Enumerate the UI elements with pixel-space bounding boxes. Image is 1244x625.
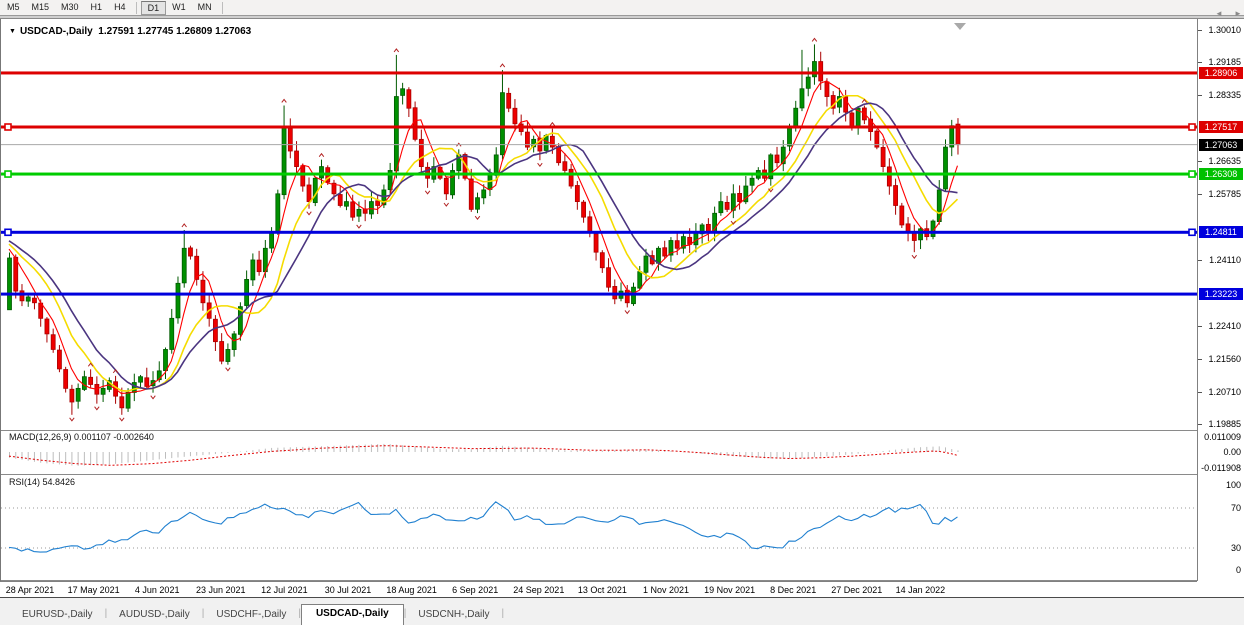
timeframe-toolbar: M5 M15 M30 H1 H4 D1 W1 MN — [0, 0, 1244, 15]
date-label: 1 Nov 2021 — [642, 585, 690, 595]
price-tick: 1.19885 — [1208, 419, 1241, 429]
date-label: 4 Jun 2021 — [134, 585, 180, 595]
chart-area[interactable] — [1, 19, 1197, 581]
date-label: 17 May 2021 — [67, 585, 120, 595]
date-label: 23 Jun 2021 — [196, 585, 246, 595]
date-label: 6 Sep 2021 — [452, 585, 499, 595]
price-badge-1.24811: 1.24811 — [1199, 226, 1243, 238]
tick-mark — [1198, 161, 1202, 162]
toolbar-divider — [221, 1, 223, 14]
tab-eurusd-daily[interactable]: EURUSD-,Daily — [22, 609, 93, 620]
date-label: 30 Jul 2021 — [324, 585, 372, 595]
hline-handle[interactable] — [1188, 170, 1196, 178]
tick-mark — [1198, 359, 1202, 360]
price-badge-1.26308: 1.26308 — [1199, 168, 1243, 180]
indicator-tick: 0.00 — [1223, 447, 1241, 457]
tab-usdcad-daily[interactable]: USDCAD-,Daily — [300, 604, 404, 625]
tab-divider: | — [104, 608, 108, 619]
price-tick: 1.30010 — [1208, 25, 1241, 35]
tick-mark — [1198, 62, 1202, 63]
date-label: 19 Nov 2021 — [704, 585, 756, 595]
moving-average-10 — [8, 94, 959, 392]
tick-mark — [1198, 424, 1202, 425]
price-badge-1.27517: 1.27517 — [1199, 121, 1243, 133]
tab-divider: | — [201, 608, 205, 619]
chart-tab-bar: EURUSD-,Daily | AUDUSD-,Daily | USDCHF-,Dail… — [0, 597, 1244, 625]
price-tick: 1.22410 — [1208, 321, 1241, 331]
tab-divider: | — [501, 608, 505, 619]
price-tick: 1.28335 — [1208, 90, 1241, 100]
date-label: 18 Aug 2021 — [386, 585, 437, 595]
tab-usdcnh-daily[interactable]: USDCNH-,Daily — [418, 609, 490, 620]
indicator-tick: -0.011908 — [1201, 463, 1241, 473]
hline-handle[interactable] — [1188, 228, 1196, 237]
hline-1.26308[interactable] — [1, 172, 1197, 176]
timeframe-button-m15[interactable]: M15 — [31, 2, 50, 12]
toolbar-divider — [135, 1, 137, 14]
moving-average-14 — [8, 102, 958, 390]
date-label: 14 Jan 2022 — [895, 585, 946, 595]
chart-title: ▼ USDCAD-,Daily 1.27591 1.27745 1.26809 1… — [9, 26, 251, 37]
tick-mark — [1198, 392, 1202, 393]
price-axis[interactable]: 1.30010 1.29185 1.28335 1.26635 1.25785 1.241… — [1197, 19, 1244, 581]
hline-handle[interactable] — [4, 228, 12, 237]
price-tick: 1.21560 — [1208, 354, 1241, 364]
date-label: 8 Dec 2021 — [770, 585, 817, 595]
price-badge-1.27063: 1.27063 — [1199, 139, 1243, 151]
timeframe-button-h4[interactable]: H4 — [114, 2, 126, 12]
price-tick: 1.29185 — [1208, 57, 1241, 67]
timeframe-button-d1[interactable]: D1 — [140, 0, 167, 15]
tick-mark — [1198, 260, 1202, 261]
tab-divider: | — [298, 608, 301, 619]
date-label: 27 Dec 2021 — [831, 585, 883, 595]
date-label: 12 Jul 2021 — [261, 585, 308, 595]
tick-mark — [1198, 30, 1202, 31]
hline-1.23223[interactable] — [1, 292, 1197, 296]
chart-dropdown-icon: ▼ — [9, 28, 16, 35]
tick-mark — [1198, 95, 1202, 96]
timeframe-button-w1[interactable]: W1 — [172, 2, 186, 12]
macd-label: MACD(12,26,9) 0.001107 -0.002640 — [9, 432, 154, 442]
chart-symbol-period: USDCAD-,Daily — [19, 26, 93, 37]
hline-handle[interactable] — [4, 123, 12, 131]
tab-usdchf-daily[interactable]: USDCHF-,Daily — [216, 609, 287, 620]
hline-1.27517[interactable] — [1, 125, 1197, 129]
price-tick: 1.24110 — [1209, 255, 1241, 265]
tab-scroll-left-icon[interactable]: ◄ — [1215, 9, 1223, 18]
indicator-tick: 0 — [1235, 565, 1241, 575]
chart-window[interactable]: ▼ USDCAD-,Daily 1.27591 1.27745 1.26809 1… — [0, 19, 1197, 581]
indicator-tick: 30 — [1230, 543, 1241, 553]
chart-ohlc-values: 1.27591 1.27745 1.26809 1.27063 — [98, 26, 252, 37]
hline-1.28906[interactable] — [1, 71, 1197, 75]
tick-mark — [1198, 326, 1202, 327]
toolbar-separator — [0, 15, 1244, 19]
indicator-tick: 70 — [1230, 503, 1241, 513]
price-tick: 1.25785 — [1208, 189, 1241, 199]
timeframe-button-h1[interactable]: H1 — [90, 2, 103, 12]
indicator-tick: 0.011009 — [1204, 432, 1241, 442]
price-tick: 1.26635 — [1208, 156, 1241, 166]
timeframe-button-mn[interactable]: MN — [197, 2, 212, 12]
moving-average-5 — [8, 80, 959, 394]
date-label: 13 Oct 2021 — [577, 585, 627, 595]
date-label: 24 Sep 2021 — [513, 585, 565, 595]
tab-audusd-daily[interactable]: AUDUSD-,Daily — [119, 609, 190, 620]
rsi-label: RSI(14) 54.8426 — [9, 477, 76, 487]
tab-divider: | — [403, 608, 407, 619]
hline-handle[interactable] — [4, 170, 12, 178]
hline-1.24811[interactable] — [1, 230, 1197, 234]
timeframe-button-m5[interactable]: M5 — [7, 2, 20, 12]
price-badge-1.28906: 1.28906 — [1199, 67, 1243, 79]
indicator-tick: 100 — [1225, 480, 1241, 490]
date-axis[interactable]: 28 Apr 2021 17 May 2021 4 Jun 2021 23 Jun 2… — [0, 581, 1197, 597]
tick-mark — [1198, 194, 1202, 195]
price-badge-1.23223: 1.23223 — [1199, 288, 1243, 300]
hline-handle[interactable] — [1188, 123, 1196, 131]
timeframe-button-m30[interactable]: M30 — [61, 2, 79, 12]
tab-scroll-right-icon[interactable]: ► — [1234, 9, 1242, 18]
chart-shift-marker-icon[interactable] — [954, 23, 966, 30]
date-label: 28 Apr 2021 — [5, 585, 55, 595]
price-tick: 1.20710 — [1208, 387, 1241, 397]
